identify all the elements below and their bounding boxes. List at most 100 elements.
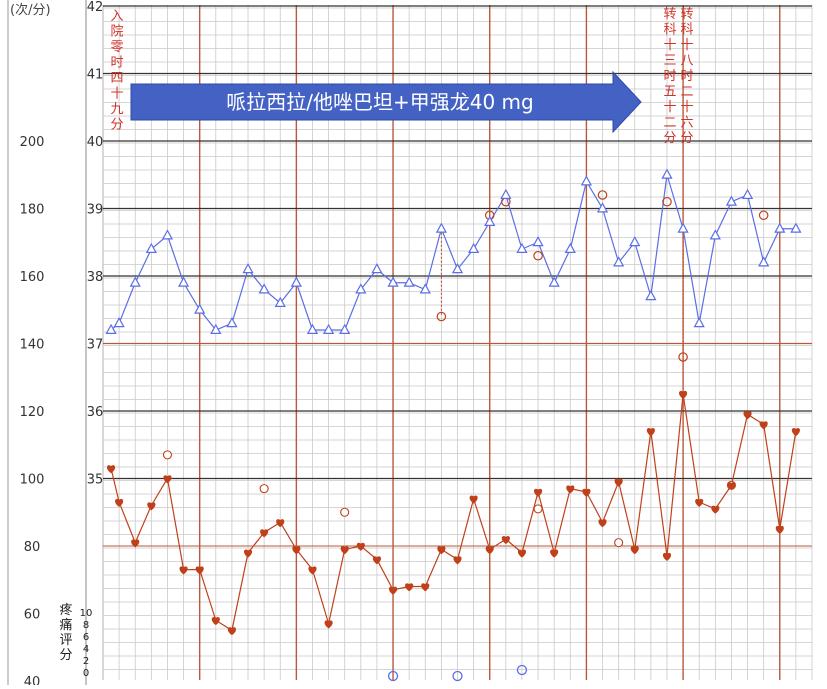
pulse-tick-label: 200 (20, 135, 45, 150)
transfer-annotation-2-char: 科 (680, 23, 693, 38)
pain-tick-label: 10 (80, 608, 93, 619)
temperature-point (774, 222, 786, 233)
treatment-arrow (130, 70, 642, 134)
pulse-point (598, 519, 607, 528)
pulse-tick-label: 60 (24, 608, 41, 623)
temperature-point (758, 256, 770, 267)
pulse-tick-label: 100 (20, 473, 45, 488)
transfer-annotation-1-char: 转 (663, 7, 676, 22)
pulse-point (356, 542, 365, 551)
transfer-annotation-1-char: 五 (663, 85, 676, 100)
admission-annotation-char: 院 (110, 25, 123, 40)
temperature-point (105, 323, 117, 334)
pulse-point (566, 485, 575, 494)
pain-tick-label: 8 (83, 620, 89, 631)
transfer-annotation-2-char: 时 (680, 69, 693, 84)
pulse-point (679, 390, 688, 400)
pain-score-point (387, 670, 399, 682)
transfer-annotation-1-char: 十 (663, 100, 676, 115)
temperature-point (580, 175, 593, 186)
pulse-hollow-point (533, 504, 543, 514)
pulse-point (243, 549, 253, 558)
temperature-drop-point (436, 311, 447, 322)
pain-label-char: 分 (59, 648, 72, 663)
temperature-point (403, 276, 415, 287)
pulse-point (453, 556, 462, 565)
pulse-point (260, 529, 269, 538)
temperature-point (322, 323, 335, 334)
temperature-point (129, 276, 141, 287)
temperature-tick-label: 35 (87, 473, 104, 488)
pulse-point (501, 536, 510, 545)
temperature-point (355, 283, 367, 294)
pulse-point (292, 546, 301, 555)
transfer-annotation-2-char: 转 (680, 7, 693, 22)
pulse-point (372, 556, 381, 565)
pain-label-char: 痛 (59, 617, 72, 633)
pain-score-point (516, 664, 528, 676)
pulse-point (534, 488, 543, 497)
temperature-point (258, 283, 270, 294)
temperature-retest-point (758, 210, 769, 221)
pulse-point (388, 586, 398, 595)
temperature-point (145, 242, 157, 253)
admission-annotation-char: 九 (110, 102, 123, 117)
temperature-point (484, 215, 496, 226)
pulse-point (582, 488, 591, 497)
temperature-point (532, 236, 544, 247)
pulse-point (727, 482, 736, 491)
pulse-point (276, 519, 285, 528)
pain-score-point (452, 670, 463, 682)
pulse-point (211, 617, 220, 626)
transfer-annotation-2-char: 十 (680, 38, 693, 53)
temperature-point (564, 242, 576, 253)
temperature-point (290, 276, 302, 287)
transfer-annotation-1-char: 时 (663, 69, 676, 84)
pulse-unit-label: (次/分) (10, 2, 51, 18)
pulse-hollow-point (340, 507, 350, 517)
temperature-tick-label: 39 (87, 203, 104, 218)
temperature-point (177, 276, 190, 287)
pulse-point (308, 566, 317, 575)
transfer-annotation-2-char: 二 (680, 85, 693, 100)
temperature-tick-label: 41 (87, 68, 104, 83)
admission-annotation-char: 时 (110, 56, 123, 71)
pulse-point (115, 498, 124, 508)
admission-annotation-char: 分 (110, 118, 123, 133)
transfer-annotation-1-char: 科 (663, 23, 676, 38)
pulse-point (485, 546, 494, 555)
pulse-point (195, 566, 204, 575)
pulse-hollow-point (259, 484, 269, 494)
temperature-tick-label: 36 (87, 405, 104, 420)
pulse-point (662, 552, 672, 562)
temperature-point (677, 222, 689, 233)
temperature-point (548, 276, 560, 287)
temperature-point (339, 323, 351, 334)
pulse-point (179, 566, 188, 575)
temperature-point (613, 256, 625, 267)
temperature-point (693, 317, 705, 328)
temperature-retest-point (533, 250, 543, 261)
temperature-point (210, 323, 222, 334)
temperature-point (516, 242, 528, 253)
temperature-point (468, 242, 480, 253)
admission-annotation-char: 入 (110, 9, 123, 24)
pulse-point (405, 583, 414, 592)
pulse-hollow-point (614, 538, 624, 548)
transfer-annotation-2-char: 十 (680, 100, 693, 115)
temperature-retest-point (662, 196, 672, 207)
temperature-retest-point (597, 190, 608, 200)
temperature-point (500, 188, 512, 199)
transfer-annotation-2-char: 八 (680, 54, 693, 69)
pulse-point (163, 475, 172, 484)
treatment-label: 哌拉西拉/他唑巴坦+甲强龙40 mg (226, 90, 533, 114)
admission-annotation-char: 四 (110, 71, 123, 86)
pain-tick-label: 4 (83, 644, 89, 655)
pulse-point (695, 498, 704, 508)
temperature-point (306, 323, 319, 334)
pulse-point (646, 428, 655, 437)
pulse-point (340, 546, 349, 555)
temperature-point (596, 202, 609, 213)
pulse-point (791, 428, 800, 437)
